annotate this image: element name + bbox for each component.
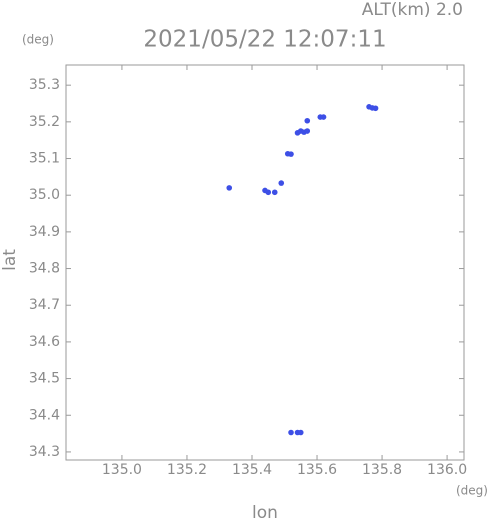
altitude-annotation: ALT(km) 2.0 [362,0,463,20]
x-unit: (deg) [456,484,488,498]
point [288,151,294,157]
y-tick-label: 34.4 [29,407,60,423]
point [297,429,304,436]
point [265,189,272,196]
x-tick-label: 135.0 [102,462,142,478]
y-unit: (deg) [22,33,54,47]
point [372,105,379,112]
x-tick-label: 135.8 [362,462,402,478]
y-tick-label: 34.7 [29,297,60,313]
point [288,429,294,436]
x-tick-label: 135.6 [297,462,337,478]
point [271,189,278,196]
x-tick-label: 135.2 [167,462,207,478]
point [226,185,233,191]
y-axis-label: lat [0,249,20,271]
y-tick-label: 34.9 [29,224,60,240]
point [304,117,311,124]
y-tick-label: 34.3 [29,444,60,460]
x-axis-label: lon [252,503,278,521]
x-tick-label: 135.4 [232,462,272,478]
chart-title: 2021/05/22 12:07:11 [143,27,386,53]
point [304,128,311,134]
y-tick-label: 34.5 [29,371,60,387]
y-tick-label: 35.1 [29,151,60,167]
y-tick-label: 35.3 [29,77,60,93]
point [320,114,327,120]
y-tick-label: 34.8 [29,261,60,277]
plot-frame [65,64,465,461]
point [278,180,285,186]
y-tick-label: 35.2 [29,114,60,130]
y-tick-label: 34.6 [29,334,60,350]
x-tick-label: 136.0 [427,462,467,478]
y-tick-label: 35.0 [29,187,60,203]
